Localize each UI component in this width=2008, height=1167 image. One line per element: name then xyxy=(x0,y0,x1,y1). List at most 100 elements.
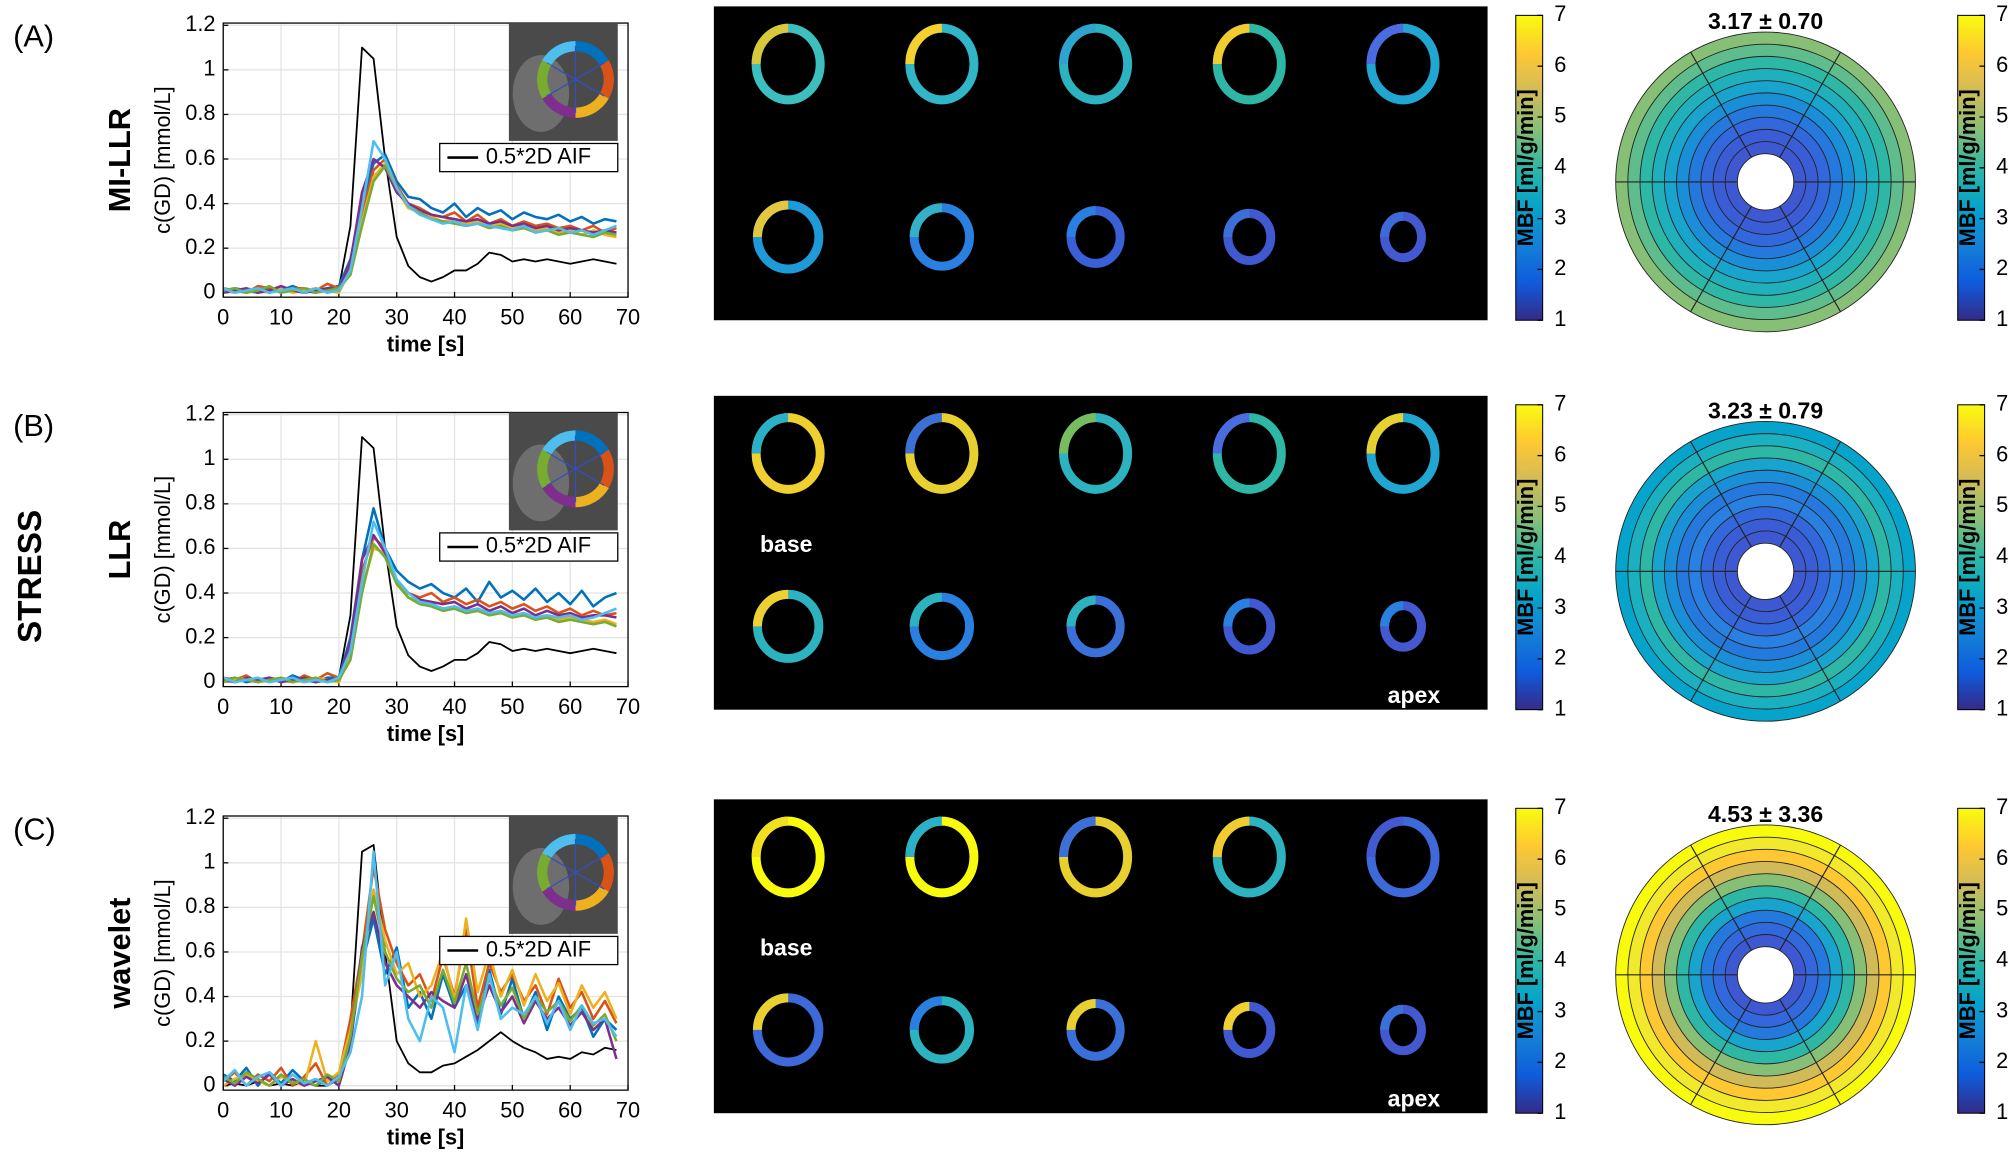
inset-ring xyxy=(575,482,609,508)
y-tick-label: 1 xyxy=(203,849,215,874)
perfusion-maps xyxy=(713,6,1488,321)
colorbar-label: MBF [ml/g/min] xyxy=(1513,479,1538,636)
myocardium-map xyxy=(1059,816,1096,858)
inset-ring xyxy=(599,449,614,489)
myocardium-map xyxy=(1366,413,1404,454)
colorbar-tick-label: 5 xyxy=(1554,492,1566,517)
myocardium-map xyxy=(1366,23,1404,65)
colorbar-tick-label: 3 xyxy=(1996,997,2008,1022)
legend-label: 0.5*2D AIF xyxy=(486,936,591,961)
y-tick-label: 0 xyxy=(203,668,215,693)
myocardium-map xyxy=(1059,23,1096,65)
bullseye-title: 3.23 ± 0.79 xyxy=(1708,398,1823,424)
y-tick-label: 1.2 xyxy=(185,400,215,425)
inset-spoke xyxy=(546,468,576,487)
myocardium-map xyxy=(909,996,943,1031)
colorbar-tick-label: 7 xyxy=(1554,1,1566,26)
legend-box xyxy=(439,532,619,562)
y-tick-label: 0.4 xyxy=(185,189,215,214)
x-axis-label: time [s] xyxy=(387,721,464,746)
myocardium-map xyxy=(905,413,943,454)
inset-ring xyxy=(542,833,576,859)
colorbar-label: MBF [ml/g/min] xyxy=(1955,479,1980,636)
bullseye-sector xyxy=(1779,595,1841,702)
bullseye-sector xyxy=(1690,844,1752,951)
x-tick-label: 10 xyxy=(269,694,293,719)
inset-ring xyxy=(599,853,614,892)
slice-label: base xyxy=(760,934,813,960)
colorbar-tick-label: 5 xyxy=(1554,896,1566,921)
perfusion-maps xyxy=(713,799,1488,1114)
x-tick-label: 20 xyxy=(327,694,351,719)
myocardium-map xyxy=(1212,816,1250,858)
colorbar-tick-label: 1 xyxy=(1996,695,2008,720)
inset-ring xyxy=(542,886,576,911)
method-label: MI-LLR xyxy=(102,108,137,212)
y-tick-label: 0 xyxy=(203,278,215,303)
inset-spoke xyxy=(575,855,605,873)
panel-label: (A) xyxy=(13,19,54,54)
colorbar-tick-label: 5 xyxy=(1996,103,2008,128)
method-label: wavelet xyxy=(102,898,137,1010)
inset-spoke xyxy=(546,855,576,873)
inset-ring xyxy=(537,449,552,489)
colorbar-tick-label: 2 xyxy=(1554,255,1566,280)
colorbar-tick-label: 1 xyxy=(1996,306,2008,331)
myocardium-map xyxy=(905,816,943,858)
x-tick-label: 30 xyxy=(385,1098,409,1123)
colorbar-tick-label: 6 xyxy=(1996,845,2008,870)
data-line xyxy=(222,139,617,295)
perfusion-maps xyxy=(713,395,1488,710)
bullseye-sector xyxy=(1690,595,1752,702)
colorbar-tick-label: 3 xyxy=(1554,997,1566,1022)
inset-ring xyxy=(542,93,576,118)
x-tick-label: 0 xyxy=(217,1098,229,1123)
x-tick-label: 40 xyxy=(442,694,466,719)
myocardium-map xyxy=(752,993,789,1031)
x-tick-label: 60 xyxy=(558,694,582,719)
inset-ring xyxy=(542,40,576,66)
colorbar-tick-label: 3 xyxy=(1996,594,2008,619)
x-tick-label: 10 xyxy=(269,305,293,330)
y-tick-label: 0.8 xyxy=(185,100,215,125)
colorbar-tick-label: 5 xyxy=(1996,896,2008,921)
inset-ring xyxy=(599,60,614,99)
y-tick-label: 0.4 xyxy=(185,982,215,1007)
slice-label: apex xyxy=(1388,1085,1441,1111)
myocardium-map xyxy=(1066,999,1096,1031)
x-tick-label: 60 xyxy=(558,1098,582,1123)
colorbar-tick-label: 4 xyxy=(1996,543,2008,568)
data-line xyxy=(222,894,618,1087)
x-tick-label: 70 xyxy=(616,305,640,330)
myocardium-map xyxy=(1380,1004,1404,1031)
myocardium-map xyxy=(1059,413,1096,454)
myocardium-map xyxy=(909,203,943,238)
colorbar-label: MBF [ml/g/min] xyxy=(1955,89,1980,246)
bullseye-sector xyxy=(1779,206,1841,312)
x-tick-label: 20 xyxy=(327,305,351,330)
x-tick-label: 0 xyxy=(217,694,229,719)
colorbar-tick-label: 4 xyxy=(1554,947,1566,972)
inset-ring xyxy=(575,93,609,118)
colorbar-tick-label: 1 xyxy=(1554,695,1566,720)
x-tick-label: 30 xyxy=(385,305,409,330)
colorbar-tick-label: 6 xyxy=(1996,52,2008,77)
bullseye-sector xyxy=(1690,998,1752,1105)
myocardium-map xyxy=(1380,211,1404,238)
myocardium-map xyxy=(751,816,789,858)
slice-label: base xyxy=(760,531,813,557)
myocardium-map xyxy=(1212,413,1250,454)
colorbar-tick-label: 4 xyxy=(1996,154,2008,179)
data-line xyxy=(222,542,617,684)
data-line xyxy=(222,850,618,1087)
colorbar-tick-label: 2 xyxy=(1554,645,1566,670)
bullseye-center xyxy=(1736,542,1795,600)
panel-label: (B) xyxy=(13,408,54,443)
colorbar-tick-label: 4 xyxy=(1554,154,1566,179)
x-tick-label: 70 xyxy=(616,694,640,719)
x-tick-label: 50 xyxy=(500,1098,524,1123)
inset-ring xyxy=(537,853,552,892)
myocardium-map xyxy=(752,589,789,627)
myocardium-map xyxy=(1212,23,1250,65)
myocardium-map xyxy=(1223,1001,1250,1031)
